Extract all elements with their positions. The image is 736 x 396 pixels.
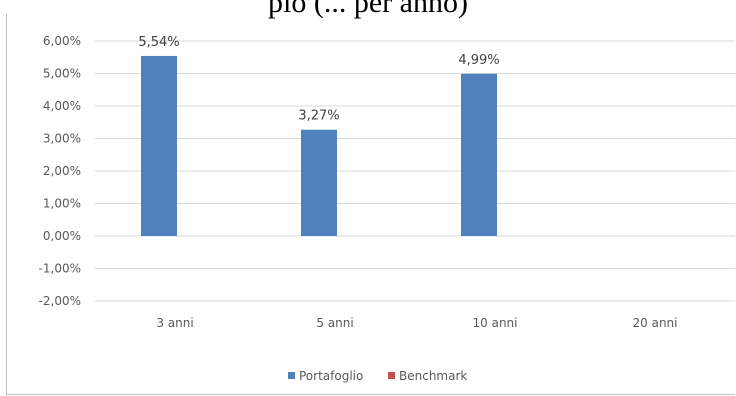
legend: Portafoglio Benchmark bbox=[288, 369, 467, 383]
y-tick-label: 1,00% bbox=[43, 197, 81, 211]
x-tick-label: 10 anni bbox=[473, 316, 518, 330]
chart-frame bbox=[6, 14, 735, 395]
data-labels: 5,54% 3,27% 4,99% bbox=[138, 35, 499, 124]
data-label: 5,54% bbox=[138, 35, 179, 50]
x-axis-ticks: 3 anni 5 anni 10 anni 20 anni bbox=[156, 316, 677, 330]
y-tick-label: 3,00% bbox=[43, 132, 81, 146]
bars bbox=[141, 55, 497, 237]
y-tick-label: 4,00% bbox=[43, 99, 81, 113]
y-tick-label: 6,00% bbox=[43, 34, 81, 48]
chart-title-fragment: pio (... per anno) bbox=[268, 0, 468, 19]
y-tick-label: 0,00% bbox=[43, 229, 81, 243]
y-tick-label: -2,00% bbox=[39, 294, 81, 308]
x-tick-label: 20 anni bbox=[633, 316, 678, 330]
y-tick-label: 2,00% bbox=[43, 164, 81, 178]
bar-portafoglio bbox=[461, 73, 497, 236]
legend-swatch-benchmark bbox=[388, 372, 395, 379]
y-tick-label: 5,00% bbox=[43, 67, 81, 81]
legend-label-benchmark: Benchmark bbox=[399, 369, 467, 383]
bar-portafoglio bbox=[141, 55, 177, 237]
gridlines bbox=[95, 40, 735, 302]
data-label: 4,99% bbox=[458, 53, 499, 68]
x-tick-label: 5 anni bbox=[316, 316, 353, 330]
bar-portafoglio bbox=[301, 129, 337, 236]
legend-swatch-portafoglio bbox=[288, 372, 295, 379]
legend-label-portafoglio: Portafoglio bbox=[299, 369, 363, 383]
y-axis-ticks: 6,00% 5,00% 4,00% 3,00% 2,00% 1,00% 0,00% -1,00… bbox=[39, 34, 81, 308]
x-tick-label: 3 anni bbox=[156, 316, 193, 330]
y-tick-label: -1,00% bbox=[39, 262, 81, 276]
data-label: 3,27% bbox=[298, 109, 339, 124]
